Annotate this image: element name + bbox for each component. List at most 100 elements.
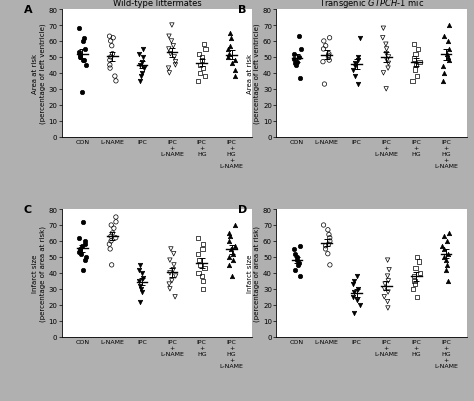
Point xyxy=(76,53,83,59)
Point xyxy=(350,278,358,284)
Point xyxy=(412,63,420,69)
Point xyxy=(349,281,356,288)
Point xyxy=(384,273,392,279)
Point xyxy=(351,64,359,71)
Point xyxy=(326,58,333,64)
Point xyxy=(109,230,116,237)
Point xyxy=(325,241,332,248)
Point xyxy=(293,257,301,264)
Point xyxy=(443,238,451,245)
Point xyxy=(231,222,238,229)
Point xyxy=(224,47,232,53)
Point xyxy=(165,47,173,53)
Point xyxy=(290,51,298,58)
Point xyxy=(80,58,87,64)
Point xyxy=(139,275,147,281)
Point xyxy=(383,86,390,93)
Point xyxy=(107,55,115,61)
Point xyxy=(201,265,208,271)
Point xyxy=(137,79,144,85)
Point xyxy=(166,286,173,292)
Point xyxy=(106,63,114,69)
Point xyxy=(172,273,180,279)
Point xyxy=(445,278,452,284)
Point xyxy=(109,51,116,58)
Point xyxy=(106,66,114,72)
Point xyxy=(410,56,418,63)
Point xyxy=(225,238,233,245)
Point xyxy=(320,82,328,88)
Point xyxy=(354,82,361,88)
Point xyxy=(170,43,177,50)
Point xyxy=(81,58,88,64)
Point xyxy=(137,299,144,305)
Point xyxy=(325,51,333,58)
Point xyxy=(229,251,237,257)
Point xyxy=(137,286,145,292)
Point xyxy=(384,289,392,296)
Point xyxy=(228,61,236,67)
Point xyxy=(409,79,416,85)
Point xyxy=(291,251,299,257)
Point xyxy=(295,55,303,61)
Point xyxy=(293,59,301,66)
Point xyxy=(195,270,202,276)
Point xyxy=(326,235,334,241)
Point xyxy=(296,243,304,249)
Point xyxy=(296,273,304,279)
Point xyxy=(168,278,176,284)
Point xyxy=(356,35,364,42)
Point xyxy=(413,294,420,300)
Point xyxy=(411,67,419,74)
Point xyxy=(296,75,303,82)
Point xyxy=(349,67,357,74)
Point xyxy=(226,51,233,58)
Point xyxy=(194,235,202,241)
Point xyxy=(413,74,421,80)
Point xyxy=(350,310,358,316)
Point xyxy=(82,63,90,69)
Point xyxy=(297,47,304,53)
Point xyxy=(80,38,87,45)
Point xyxy=(296,260,303,267)
Point xyxy=(165,66,173,72)
Point xyxy=(225,230,232,237)
Point xyxy=(111,74,118,80)
Point xyxy=(319,59,327,66)
Point xyxy=(225,55,232,61)
Point xyxy=(445,23,453,29)
Point xyxy=(325,53,332,59)
Point xyxy=(383,58,391,64)
Point xyxy=(138,270,146,276)
Point xyxy=(137,74,145,80)
Point xyxy=(75,26,82,32)
Point xyxy=(106,241,113,248)
Point xyxy=(445,55,452,61)
Point xyxy=(139,55,146,61)
Point xyxy=(442,257,450,264)
Point xyxy=(135,51,142,58)
Point xyxy=(112,219,120,225)
Point xyxy=(171,294,179,300)
Point xyxy=(438,243,446,249)
Point xyxy=(293,254,301,261)
Point xyxy=(166,257,173,264)
Point xyxy=(109,35,117,42)
Point xyxy=(226,262,233,268)
Point xyxy=(165,71,173,77)
Point xyxy=(384,305,392,312)
Point xyxy=(229,257,237,264)
Y-axis label: Area at risk
(percentage of left ventricle): Area at risk (percentage of left ventric… xyxy=(246,24,260,124)
Point xyxy=(108,222,115,229)
Point xyxy=(382,42,390,48)
Point xyxy=(319,47,327,53)
Point xyxy=(195,257,203,264)
Point xyxy=(172,59,179,66)
Point xyxy=(291,56,298,63)
Point xyxy=(384,257,392,264)
Point xyxy=(356,302,364,308)
Point xyxy=(231,74,239,80)
Point xyxy=(385,55,392,61)
Point xyxy=(352,74,359,80)
Point xyxy=(415,259,423,265)
